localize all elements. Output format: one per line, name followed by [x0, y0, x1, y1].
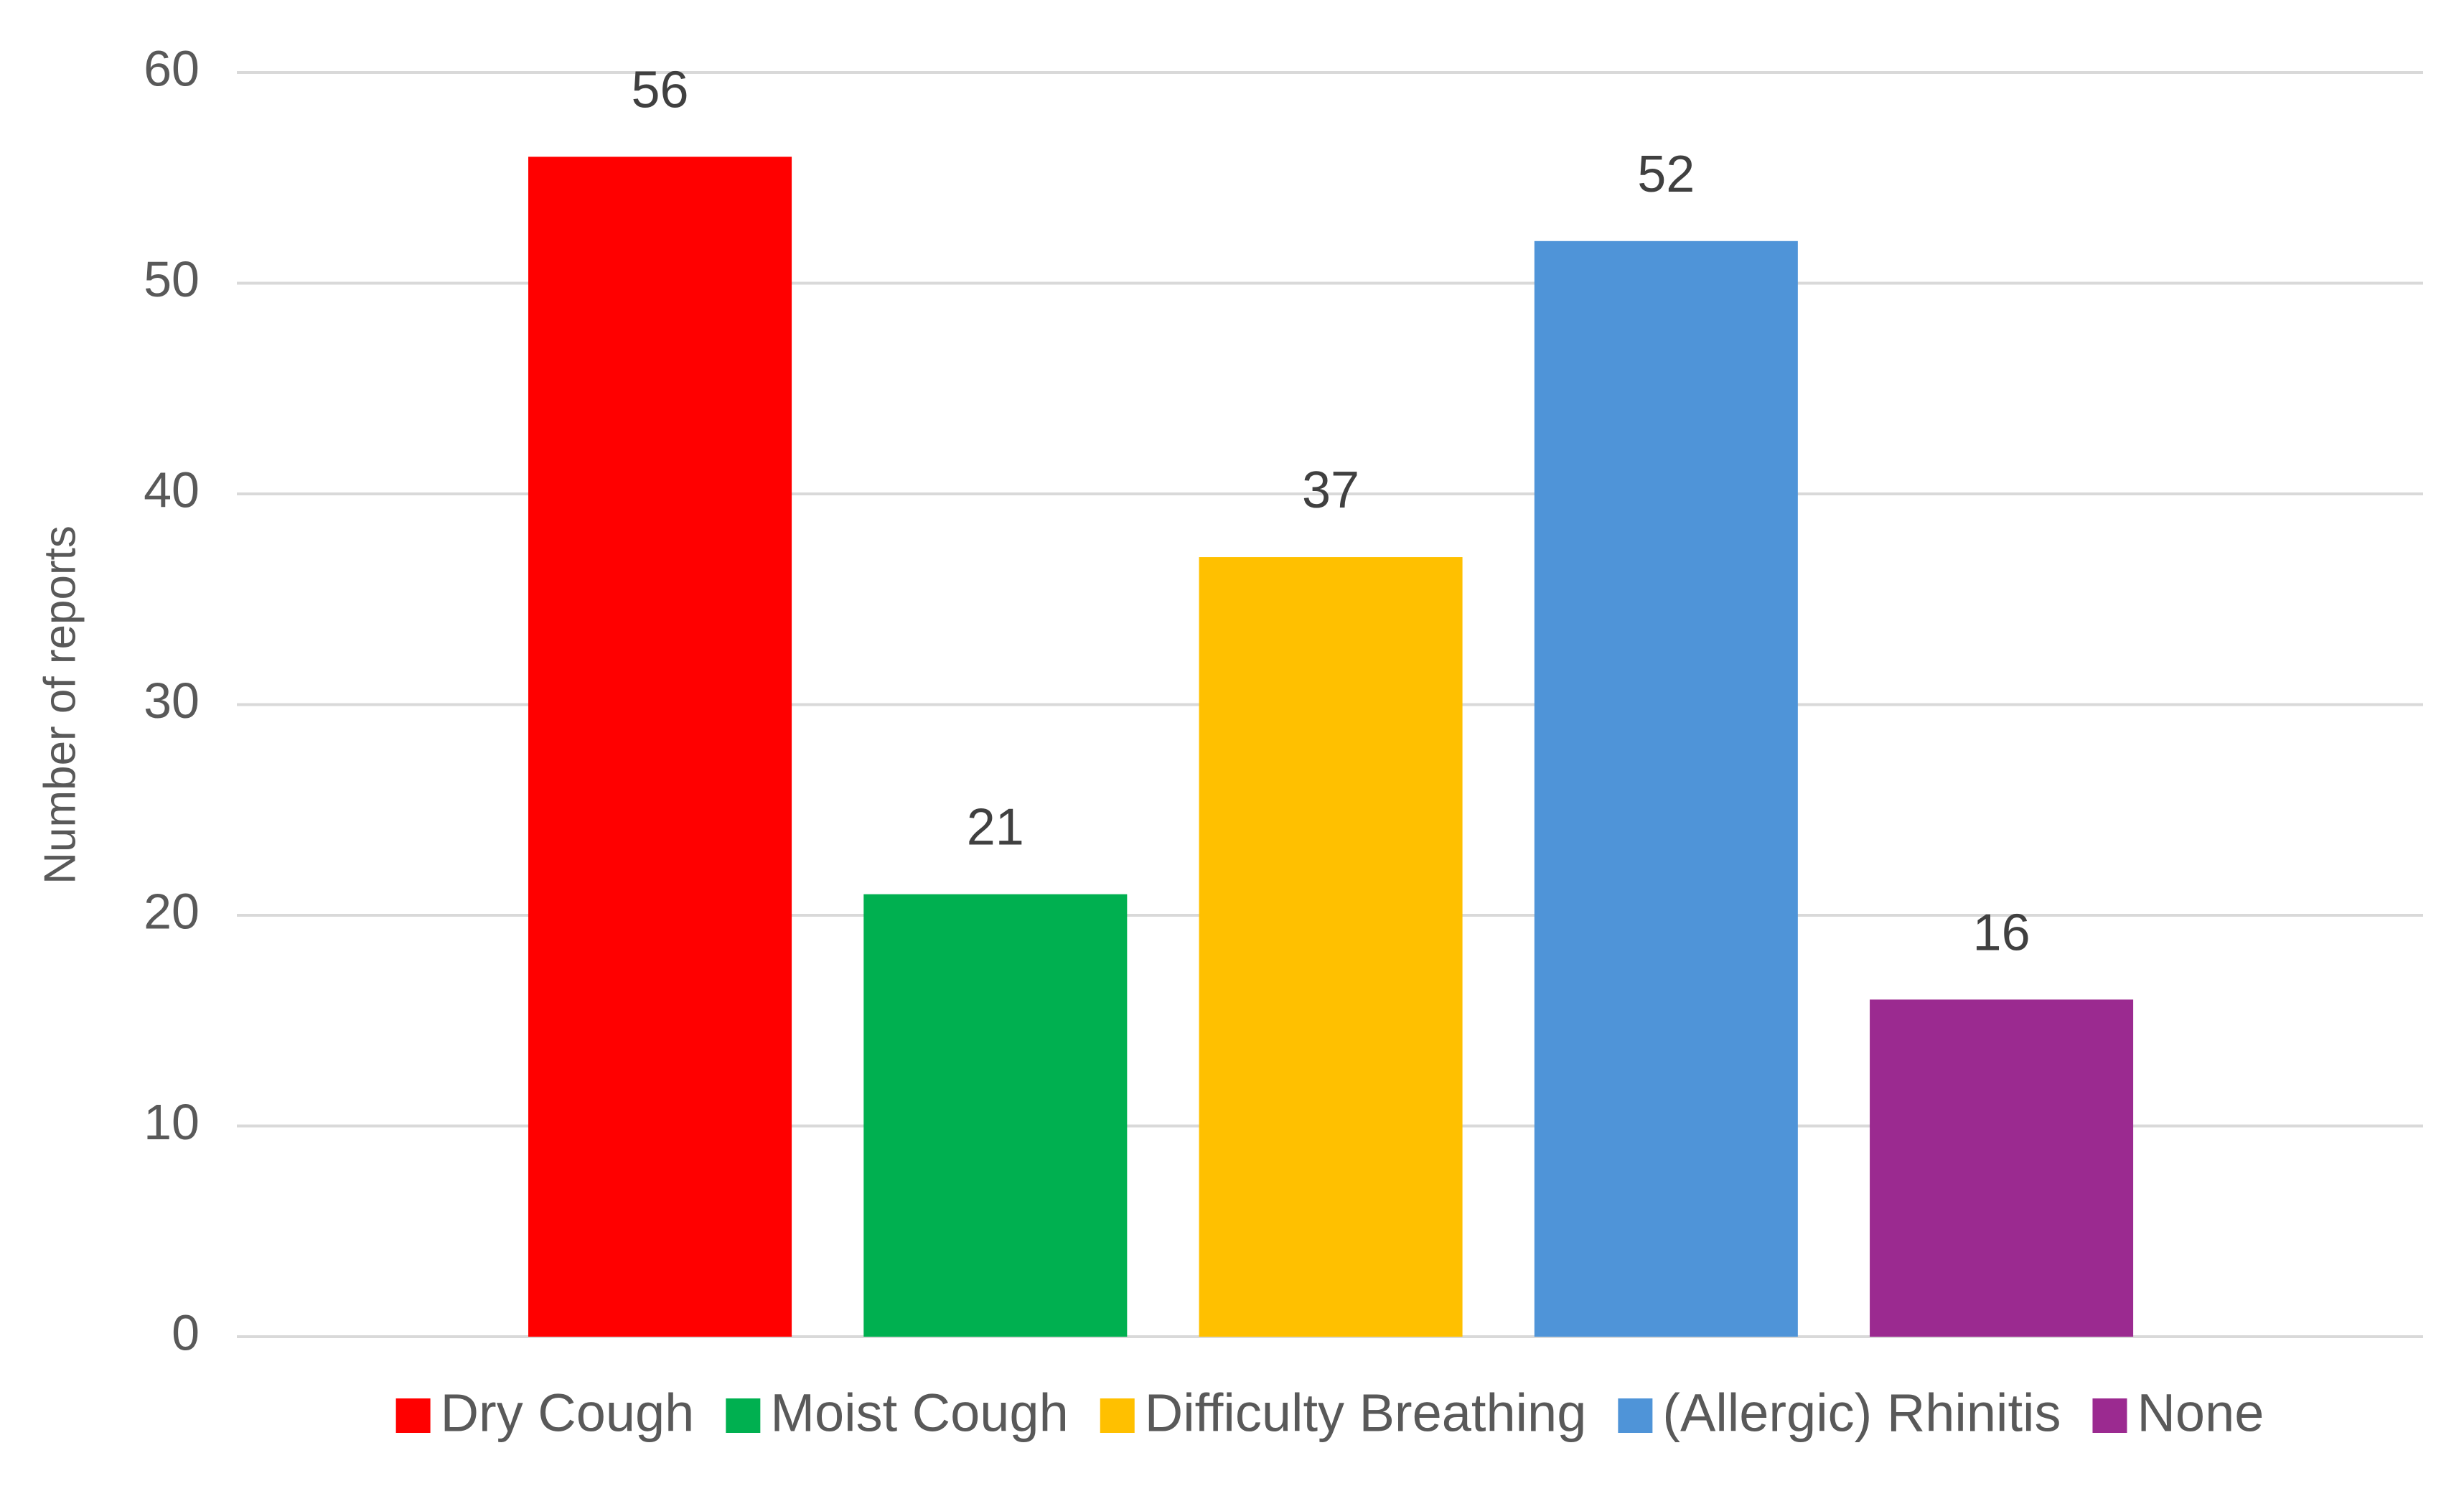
bar — [1199, 557, 1463, 1337]
data-label: 52 — [1637, 146, 1695, 203]
y-axis-title: Number of reports — [35, 525, 85, 884]
legend-swatch — [395, 1398, 431, 1433]
data-label: 56 — [632, 61, 689, 118]
y-tick-label: 10 — [144, 1094, 200, 1150]
data-label: 16 — [1973, 904, 2030, 961]
y-tick-label: 50 — [144, 251, 200, 307]
legend-label: Difficulty Breathing — [1145, 1383, 1587, 1443]
legend-swatch — [1100, 1398, 1135, 1433]
legend-label: Moist Cough — [770, 1383, 1068, 1443]
legend-label: Dry Cough — [441, 1383, 695, 1443]
legend-label: None — [2137, 1383, 2264, 1443]
y-tick-label: 20 — [144, 883, 200, 939]
bar — [528, 156, 792, 1337]
bar — [863, 894, 1128, 1337]
legend-label: (Allergic) Rhinitis — [1662, 1383, 2061, 1443]
y-tick-label: 0 — [172, 1304, 200, 1360]
y-tick-label: 60 — [144, 40, 200, 96]
y-tick-label: 30 — [144, 673, 200, 729]
bar — [1534, 240, 1798, 1337]
legend-swatch — [726, 1398, 761, 1433]
bar — [1870, 999, 2134, 1337]
data-label: 37 — [1302, 462, 1359, 519]
y-tick-label: 40 — [144, 462, 200, 518]
legend-swatch — [1618, 1398, 1653, 1433]
data-label: 21 — [967, 799, 1024, 856]
legend-swatch — [2092, 1398, 2127, 1433]
